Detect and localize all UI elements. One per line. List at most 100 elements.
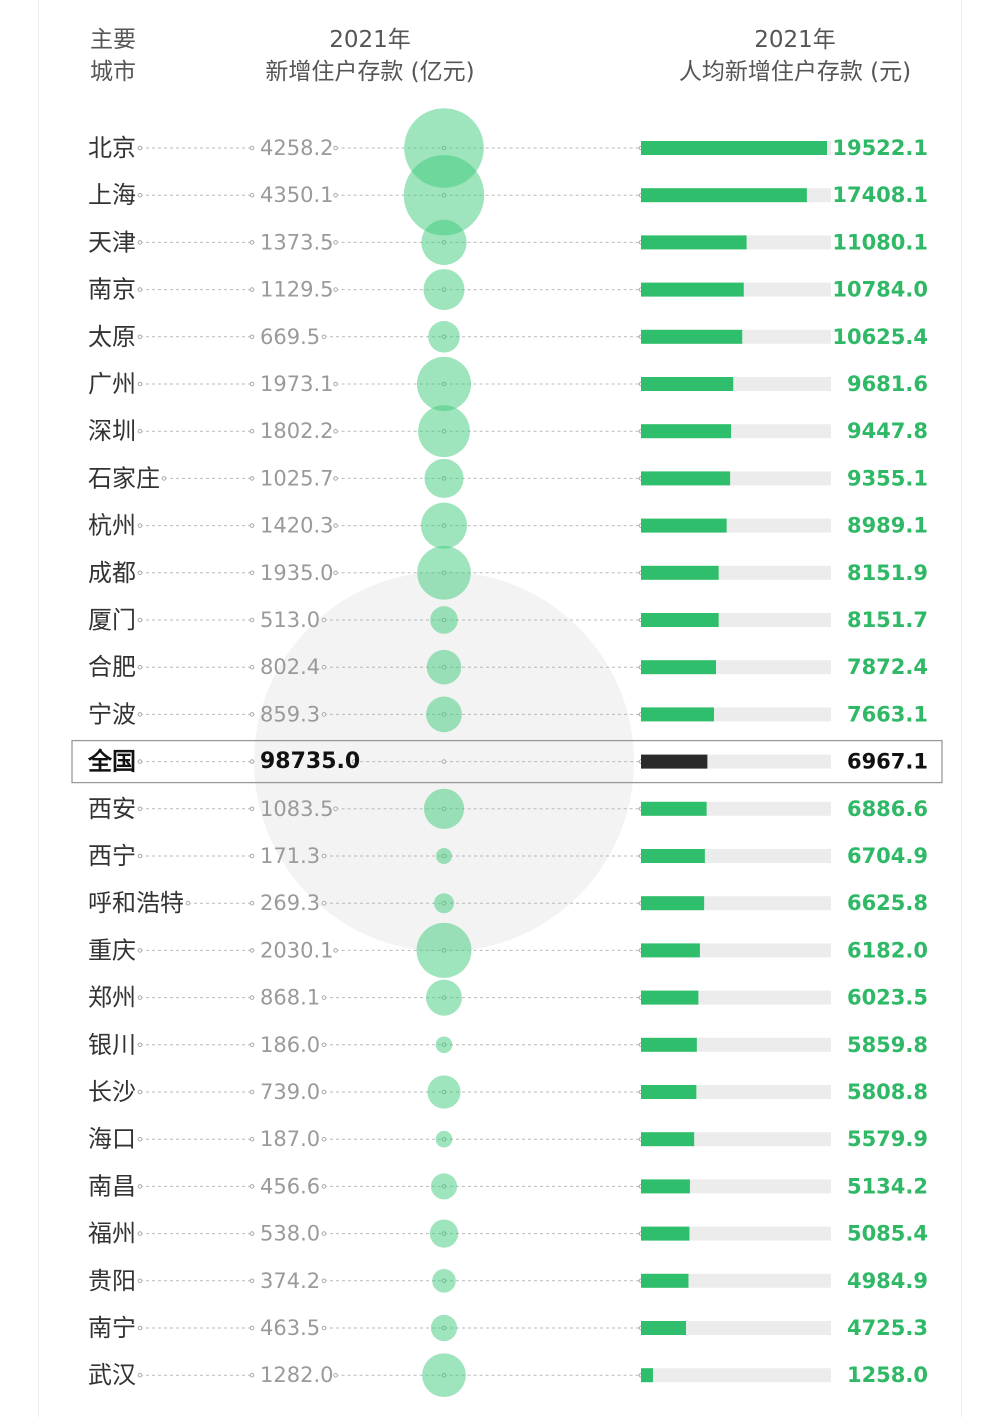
leader-dot: [137, 428, 143, 434]
percap-value-label: 7872.4: [847, 655, 928, 679]
city-label: 海口: [88, 1125, 136, 1153]
percap-bar: [641, 613, 719, 627]
percap-value-label: 17408.1: [832, 183, 928, 207]
percap-value-label: 8151.9: [847, 561, 928, 585]
deposit-bubble: [423, 269, 465, 311]
page-border-right: [961, 0, 962, 1417]
leader-dot: [137, 1136, 143, 1142]
percap-value-label: 6023.5: [847, 986, 928, 1010]
leader-dot: [333, 240, 338, 245]
percap-value-label: 10625.4: [832, 325, 928, 349]
leader-dot: [321, 334, 327, 340]
leader-dot: [249, 1231, 255, 1236]
leader-dot: [321, 712, 327, 717]
city-label: 北京: [88, 134, 136, 162]
deposit-value-label: 374.2: [260, 1269, 320, 1293]
leader-dot: [249, 476, 255, 481]
leader-dot: [137, 523, 143, 528]
deposit-bubble: [418, 405, 470, 458]
percap-bar: [641, 990, 699, 1005]
leader-dot: [333, 948, 338, 953]
leader-dot: [137, 1278, 143, 1284]
deposit-value-label: 4258.2: [260, 136, 333, 160]
leader-dot: [249, 192, 255, 198]
leader-dot: [137, 145, 143, 151]
leader-dot: [321, 900, 327, 906]
leader-dot: [321, 1136, 327, 1142]
percap-value-label: 1258.0: [847, 1363, 928, 1387]
percap-value-label: 6625.8: [847, 891, 928, 915]
percap-bar: [641, 518, 727, 533]
leader-dot: [321, 1278, 327, 1284]
percap-value-label: 5579.9: [847, 1127, 928, 1151]
deposit-value-label: 463.5: [260, 1316, 320, 1340]
leader-dot: [249, 995, 255, 1000]
city-label: 上海: [88, 181, 136, 209]
leader-dot: [137, 192, 143, 198]
percap-bar: [641, 282, 744, 297]
percap-bar: [641, 188, 807, 203]
bar-track: [641, 1273, 831, 1288]
header-city-line1: 主要: [90, 27, 136, 53]
percap-value-label: 9681.6: [847, 372, 928, 396]
leader-dot: [249, 1042, 255, 1048]
leader-dot: [249, 570, 255, 576]
deposit-bubble: [435, 1036, 453, 1054]
deposit-value-label: 1282.0: [260, 1363, 333, 1387]
deposit-bubble: [428, 321, 460, 353]
leader-dot: [321, 1042, 327, 1048]
deposit-bubble: [435, 1130, 453, 1148]
city-label: 南京: [88, 276, 136, 304]
leader-dot: [249, 240, 255, 245]
percap-bar: [641, 1368, 653, 1383]
header-city-line2: 城市: [90, 59, 136, 85]
leader-dot: [137, 948, 143, 953]
leader-dot: [137, 995, 143, 1000]
leader-dot: [333, 287, 338, 292]
deposit-value-label: 1802.2: [260, 419, 333, 443]
deposit-value-label: 739.0: [260, 1080, 320, 1104]
leader-dot: [321, 1325, 327, 1331]
city-label: 厦门: [88, 606, 136, 634]
national-row-highlight: [71, 739, 943, 784]
percap-value-label: 11080.1: [832, 230, 928, 254]
leader-dot: [249, 145, 255, 151]
leader-dot: [249, 381, 255, 387]
leader-dot: [333, 570, 338, 576]
leader-dot: [333, 476, 338, 481]
percap-value-label: 5859.8: [847, 1033, 928, 1057]
percap-bar: [641, 1037, 697, 1052]
city-label: 太原: [88, 323, 136, 351]
city-label: 南昌: [88, 1172, 136, 1200]
deposit-bubble: [432, 1269, 456, 1293]
percap-bar: [641, 1179, 690, 1194]
percap-bar: [641, 943, 700, 958]
percap-bar: [641, 896, 705, 911]
percap-bar: [641, 141, 827, 155]
city-label: 武汉: [88, 1361, 136, 1389]
deposit-bubble: [424, 458, 464, 498]
city-label: 西安: [88, 795, 136, 823]
deposit-value-label: 1373.5: [260, 230, 333, 254]
percap-bar: [641, 1226, 690, 1241]
city-label: 呼和浩特: [88, 889, 184, 917]
leader-dot: [321, 664, 327, 670]
leader-dot: [321, 853, 327, 859]
deposit-bubble: [426, 696, 462, 733]
leader-dot: [321, 995, 327, 1000]
leader-dot: [321, 617, 327, 623]
leader-dot: [137, 1372, 143, 1378]
deposit-value-label: 4350.1: [260, 183, 333, 207]
deposit-value-label: 802.4: [260, 655, 320, 679]
leader-dot: [249, 900, 255, 906]
city-label: 宁波: [88, 700, 136, 728]
leader-dot: [333, 523, 338, 528]
deposit-bubble: [422, 1353, 466, 1398]
percap-bar: [641, 660, 717, 675]
city-label: 合肥: [88, 653, 136, 681]
leader-dot: [137, 570, 143, 576]
leader-dot: [137, 1184, 143, 1189]
leader-dot: [137, 712, 143, 717]
leader-dot: [249, 1136, 255, 1142]
percap-value-label: 5085.4: [847, 1222, 928, 1246]
